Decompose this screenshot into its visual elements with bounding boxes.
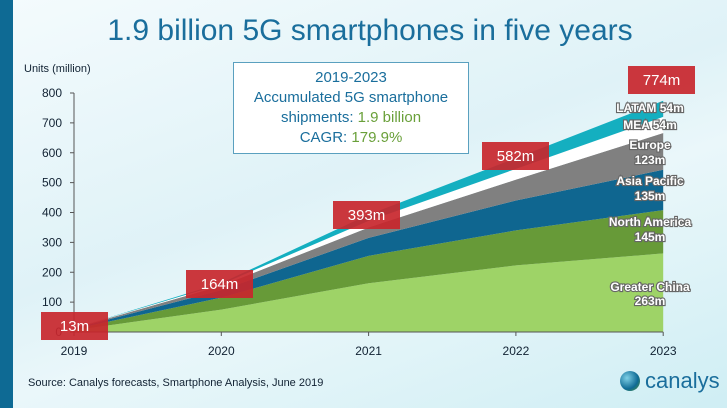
total-label-box [186,270,253,298]
y-tick-label: 600 [42,146,62,160]
region-label-value: 135m [635,189,666,203]
y-tick-label: 400 [42,206,62,220]
region-label-value: 263m [635,294,666,308]
x-tick-label: 2023 [650,344,677,358]
y-tick-label: 100 [42,295,62,309]
region-label-name: Asia Pacific [616,174,684,188]
total-label-box [41,312,108,340]
callout-shipments: shipments: 1.9 billion [280,109,422,126]
callout-cagr: CAGR: 179.9% [299,129,403,146]
region-label-value: 145m [635,230,666,244]
y-tick-label: 800 [42,86,62,100]
region-label-name: Europe [629,138,671,152]
y-tick-label: 200 [42,265,62,279]
total-label: 393m [348,207,386,224]
callout-period: 2019-2023 [315,69,387,86]
source-note: Source: Canalys forecasts, Smartphone An… [28,377,324,389]
region-label-name: North America [609,215,692,229]
area-greater-china [74,253,664,332]
area-asia-pacific [74,169,664,330]
region-label-name: Greater China [610,280,690,294]
area-north-america [74,210,664,331]
total-label-box [333,201,400,229]
x-tick-label: 2021 [355,344,382,358]
region-label: LATAM 54m [616,101,684,115]
total-label: 774m [643,72,681,89]
x-tick-label: 2020 [208,344,235,358]
chart-title: 1.9 billion 5G smartphones in five years [107,14,633,47]
region-label: MEA 54m [623,118,677,132]
total-label: 582m [497,148,535,165]
y-tick-label: 300 [42,235,62,249]
globe-icon [620,371,640,391]
left-accent-bar [0,0,13,408]
callout-box: 2019-2023 Accumulated 5G smartphone ship… [233,62,469,154]
area-europe [74,133,664,329]
callout-heading: Accumulated 5G smartphone [253,89,449,106]
total-label: 164m [201,276,239,293]
x-tick-label: 2022 [503,344,530,358]
x-tick-label: 2019 [61,344,88,358]
y-axis-label: Units (million) [24,63,91,75]
canalys-logo: canalys [620,368,720,394]
y-tick-label: 500 [42,176,62,190]
total-label-box [482,142,549,170]
y-tick-label: 700 [42,116,62,130]
total-label: 13m [60,318,89,335]
total-label-box [628,66,695,94]
region-label-value: 123m [635,153,666,167]
